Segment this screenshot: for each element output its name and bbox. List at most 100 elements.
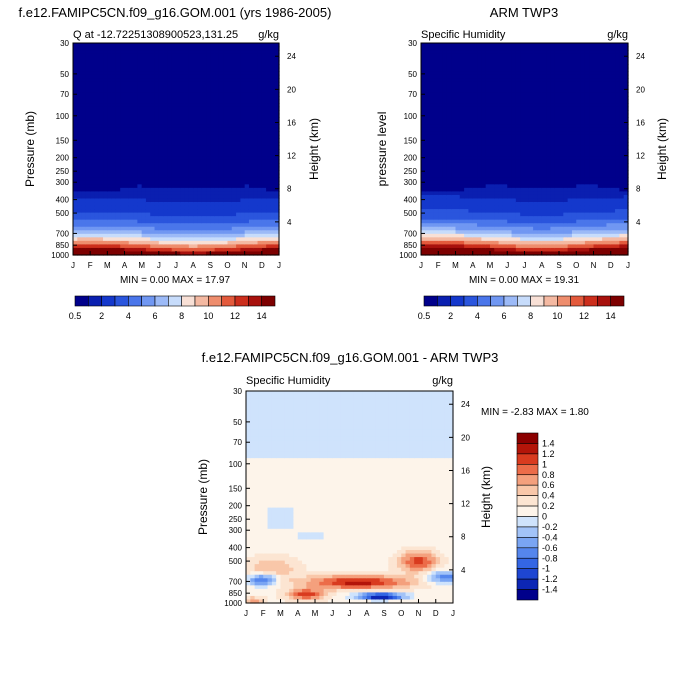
contour-cell [77,88,83,94]
contour-cell [120,124,126,129]
contour-cell [442,134,448,139]
contour-cell [472,53,478,58]
contour-cell [537,237,543,242]
contour-cell [158,170,164,175]
contour-cell [248,78,254,83]
contour-cell [507,187,513,192]
contour-cell [546,187,551,192]
colorbar-swatch [248,295,262,307]
contour-cell [261,85,267,90]
contour-cell [206,67,211,72]
contour-cell [515,134,521,139]
contour-cell [103,46,108,51]
contour-cell [490,163,495,168]
contour-cell [111,85,117,90]
contour-cell [163,46,169,51]
contour-cell [502,74,508,79]
contour-cell [494,64,500,69]
contour-cell [253,173,259,178]
contour-cell [201,209,207,214]
contour-cell [472,202,478,207]
contour-cell [150,205,156,210]
contour-cell [193,202,199,207]
contour-cell [459,156,465,161]
contour-cell [133,43,138,48]
contour-cell [81,64,87,69]
contour-cell [485,230,491,235]
contour-cell [107,198,113,203]
contour-cell [270,85,276,90]
contour-cell [171,191,177,196]
contour-cell [520,205,526,210]
contour-cell [524,106,530,111]
contour-cell [274,131,280,136]
contour-cell [425,209,431,214]
contour-cell [421,117,426,122]
contour-cell [111,163,117,168]
contour-cell [261,149,267,154]
contour-cell [227,149,233,154]
contour-cell [176,219,181,224]
contour-cell [98,50,104,55]
contour-cell [455,156,461,161]
contour-cell [210,64,216,69]
contour-cell [266,96,272,101]
contour-cell [468,145,474,150]
contour-cell [107,166,113,171]
contour-cell [141,81,147,86]
contour-cell [77,233,83,238]
contour-cell [485,233,491,238]
contour-cell [145,159,151,164]
contour-cell [223,85,229,90]
contour-cell [163,233,169,238]
contour-cell [227,67,233,72]
contour-cell [167,106,173,111]
contour-cell [210,205,216,210]
contour-cell [472,191,478,196]
contour-cell [244,226,250,231]
contour-cell [227,96,233,101]
contour-cell [257,198,263,203]
contour-cell [103,60,108,65]
contour-cell [197,99,203,104]
contour-cell [459,166,465,171]
contour-cell [520,230,526,235]
contour-cell [244,170,250,175]
contour-cell [137,216,143,221]
contour-cell [451,198,457,203]
contour-cell [184,88,190,94]
contour-cell [533,191,539,196]
contour-cell [180,120,186,125]
contour-cell [442,57,448,62]
contour-cell [111,209,117,214]
contour-cell [210,247,216,253]
contour-cell [223,145,229,150]
contour-cell [524,156,530,161]
contour-cell [261,202,267,207]
contour-cell [103,219,108,224]
contour-cell [446,216,452,221]
contour-cell [163,247,169,253]
contour-cell [231,141,237,147]
contour-cell [442,110,448,115]
contour-cell [90,223,96,228]
contour-cell [533,237,539,242]
contour-cell [248,106,254,111]
contour-cell [163,110,169,115]
contour-cell [515,149,521,154]
contour-cell [176,244,181,249]
contour-cell [563,145,569,150]
contour-cell [180,71,186,76]
month-tick-label: N [242,261,248,270]
contour-cell [274,60,280,65]
contour-cell [218,180,224,185]
contour-cell [73,43,78,48]
contour-cell [98,43,104,48]
contour-cell [490,159,495,164]
contour-cell [227,78,233,83]
contour-cell [227,113,233,118]
contour-cell [515,67,521,72]
contour-cell [528,131,534,136]
contour-cell [429,212,435,217]
contour-cell [472,43,478,48]
